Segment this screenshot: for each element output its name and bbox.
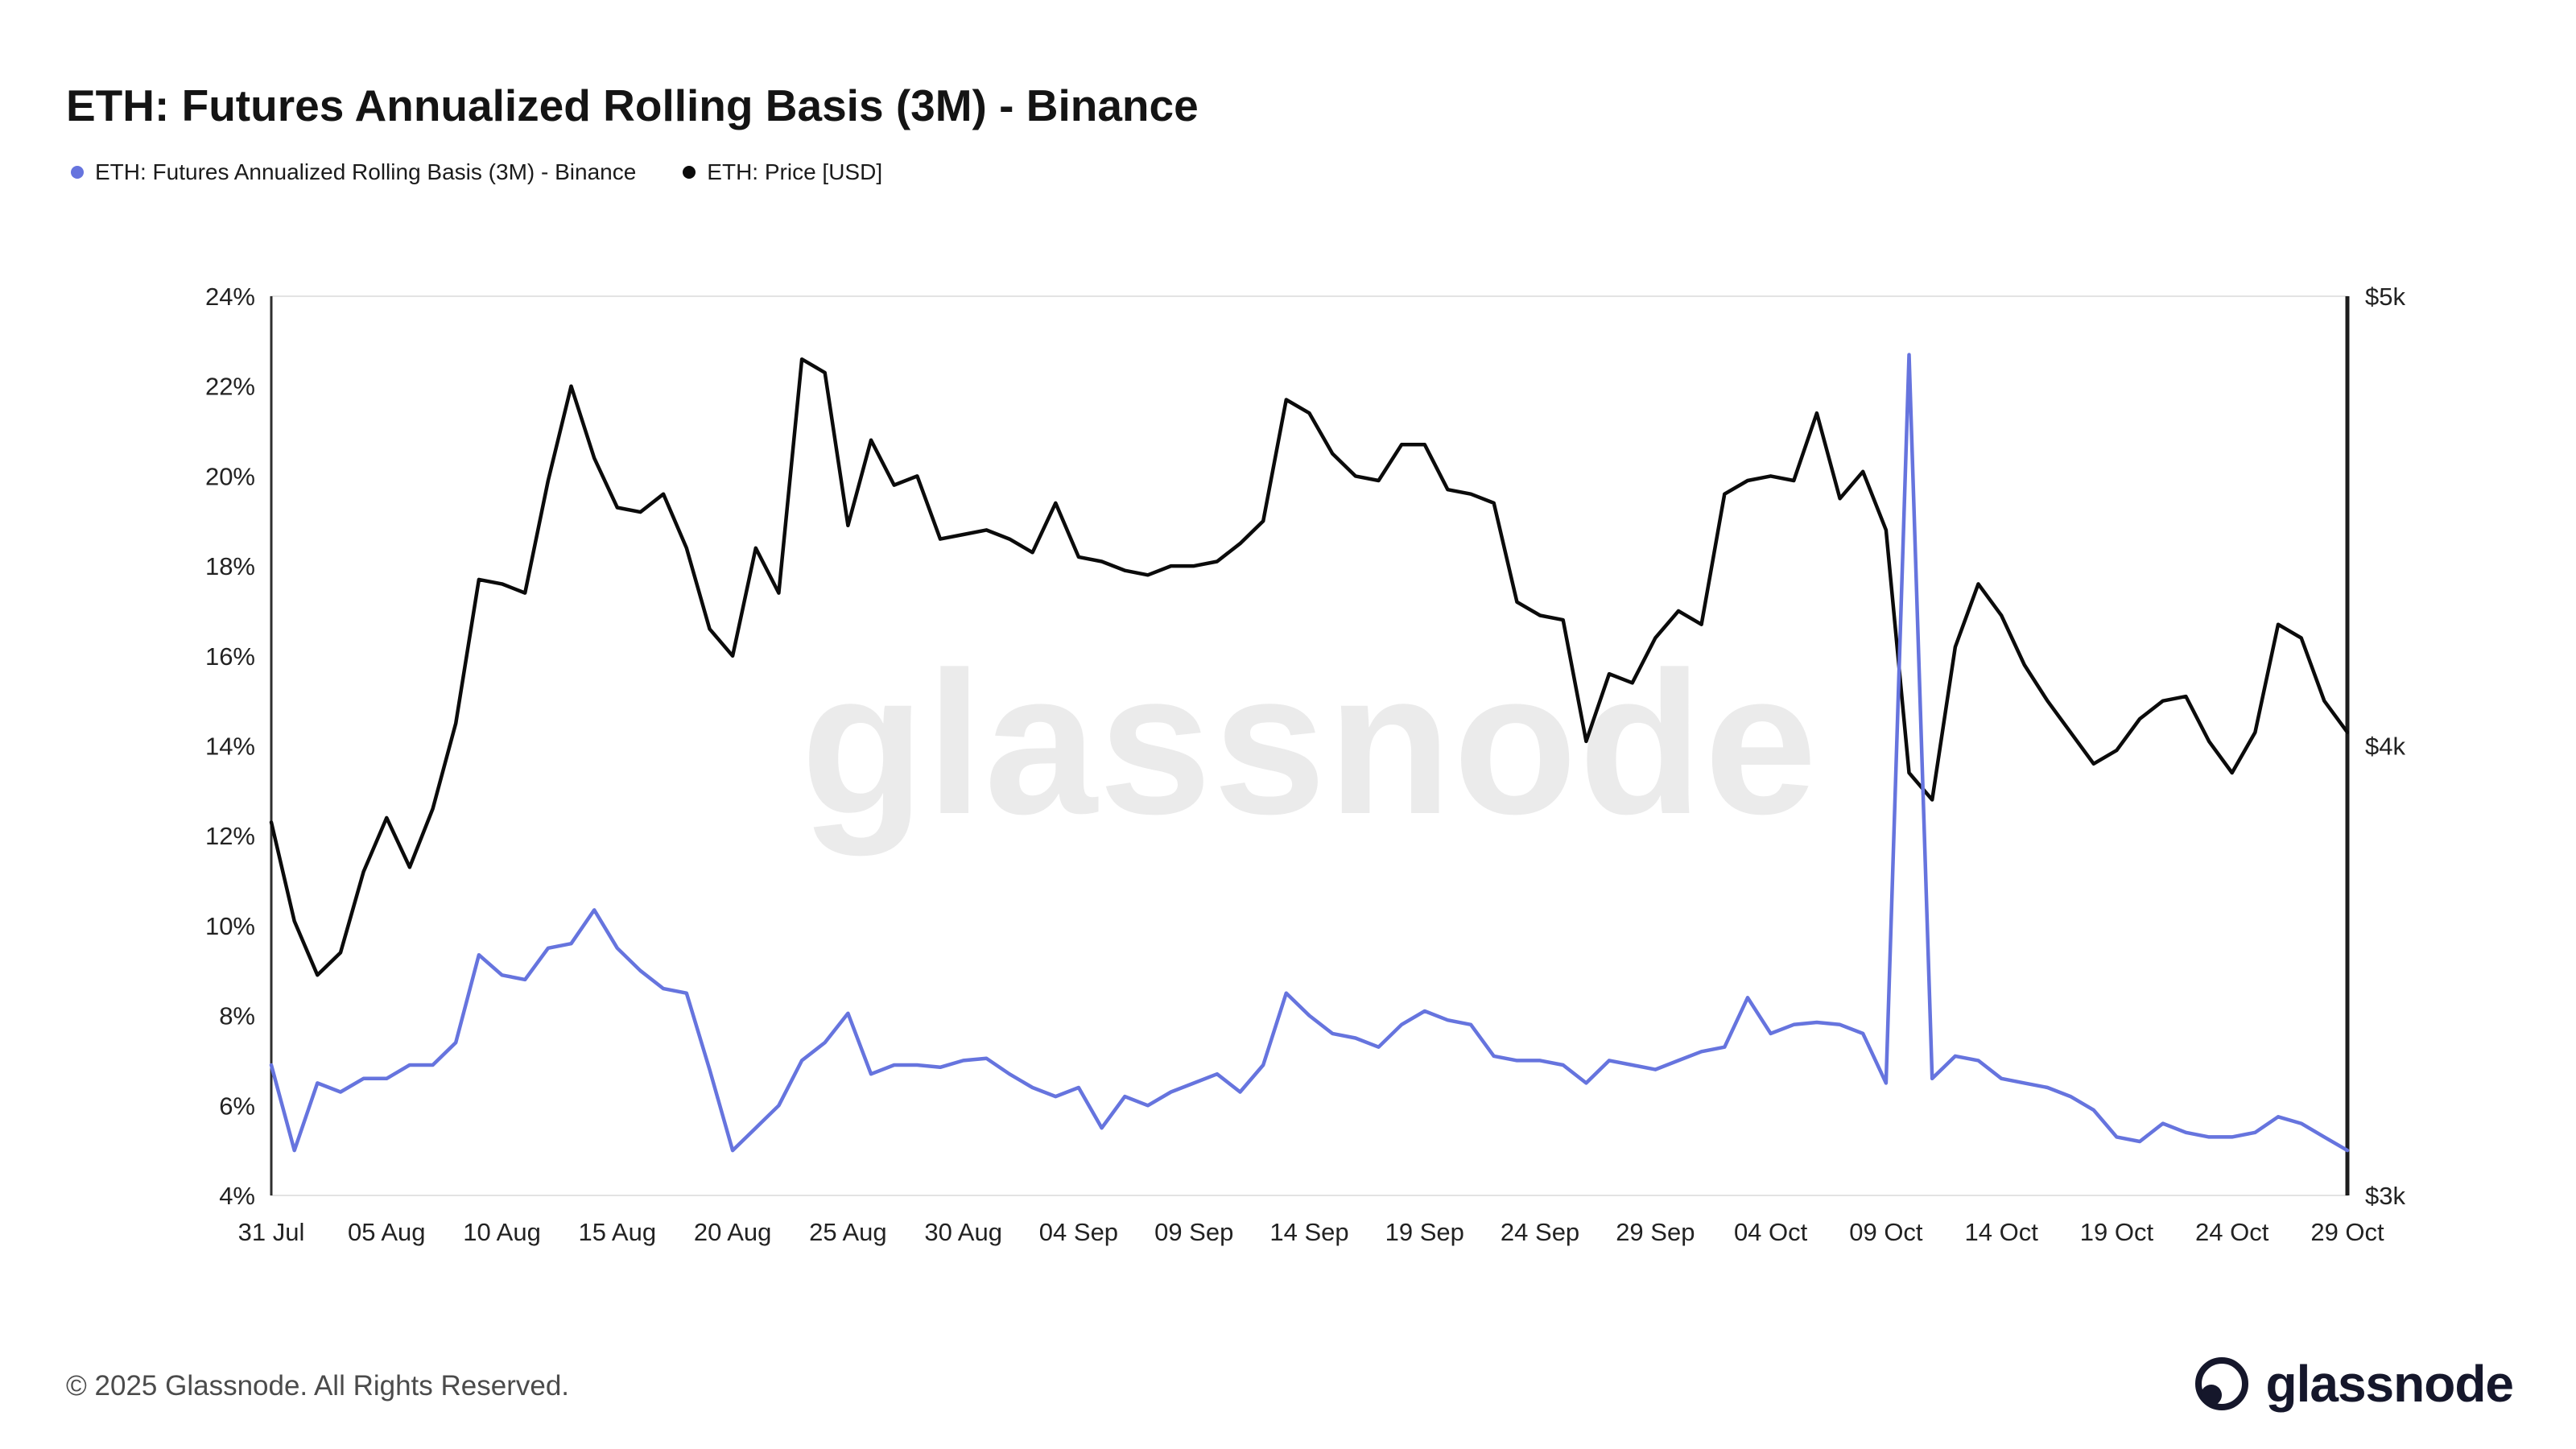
legend-item-basis[interactable]: ETH: Futures Annualized Rolling Basis (3…	[71, 159, 636, 185]
svg-text:$5k: $5k	[2365, 283, 2405, 311]
series-line-basis	[269, 353, 2350, 1153]
svg-text:20%: 20%	[205, 462, 255, 490]
legend: ETH: Futures Annualized Rolling Basis (3…	[71, 159, 882, 185]
svg-text:05 Aug: 05 Aug	[348, 1218, 426, 1246]
left-axis-labels: 4% 6% 8% 10% 12% 14% 16% 18% 20% 22% 24%	[205, 283, 255, 1210]
copyright-text: © 2025 Glassnode. All Rights Reserved.	[66, 1370, 570, 1402]
legend-label-basis: ETH: Futures Annualized Rolling Basis (3…	[95, 159, 637, 184]
glassnode-logo-text: glassnode	[2265, 1355, 2514, 1413]
glassnode-logo[interactable]: glassnode	[2193, 1354, 2514, 1414]
svg-text:04 Sep: 04 Sep	[1039, 1218, 1118, 1246]
svg-text:09 Oct: 09 Oct	[1849, 1218, 1923, 1246]
svg-text:18%: 18%	[205, 552, 255, 580]
svg-text:15 Aug: 15 Aug	[579, 1218, 657, 1246]
svg-text:24 Sep: 24 Sep	[1501, 1218, 1579, 1246]
svg-text:19 Oct: 19 Oct	[2080, 1218, 2154, 1246]
legend-item-price[interactable]: ETH: Price [USD]	[683, 159, 882, 185]
svg-text:16%: 16%	[205, 642, 255, 671]
svg-text:$4k: $4k	[2365, 733, 2405, 761]
svg-text:14%: 14%	[205, 733, 255, 761]
svg-text:04 Oct: 04 Oct	[1734, 1218, 1808, 1246]
svg-text:29 Oct: 29 Oct	[2310, 1218, 2384, 1246]
legend-dot-price-icon	[683, 166, 696, 179]
glassnode-watermark: glassnode	[800, 630, 1819, 857]
x-axis-labels: 31 Jul 05 Aug 10 Aug 15 Aug 20 Aug 25 Aug 30 A…	[238, 1218, 2384, 1246]
svg-text:09 Sep: 09 Sep	[1154, 1218, 1233, 1246]
svg-text:25 Aug: 25 Aug	[809, 1218, 887, 1246]
svg-text:24 Oct: 24 Oct	[2195, 1218, 2269, 1246]
chart-title: ETH: Futures Annualized Rolling Basis (3…	[66, 80, 1199, 130]
svg-text:10 Aug: 10 Aug	[463, 1218, 541, 1246]
glassnode-logo-icon	[2195, 1357, 2249, 1410]
svg-text:4%: 4%	[219, 1182, 255, 1210]
svg-text:12%: 12%	[205, 822, 255, 850]
svg-text:30 Aug: 30 Aug	[924, 1218, 1002, 1246]
svg-text:10%: 10%	[205, 912, 255, 940]
series-line-price	[269, 357, 2350, 977]
svg-text:6%: 6%	[219, 1092, 255, 1120]
svg-text:$3k: $3k	[2365, 1182, 2405, 1210]
svg-text:22%: 22%	[205, 373, 255, 401]
plot-border	[270, 295, 2348, 1196]
right-axis-labels: $3k $4k $5k	[2365, 283, 2405, 1210]
legend-label-price: ETH: Price [USD]	[707, 159, 883, 184]
svg-text:19 Sep: 19 Sep	[1385, 1218, 1464, 1246]
svg-text:8%: 8%	[219, 1002, 255, 1030]
svg-text:29 Sep: 29 Sep	[1616, 1218, 1695, 1246]
svg-text:14 Sep: 14 Sep	[1269, 1218, 1348, 1246]
svg-text:14 Oct: 14 Oct	[1965, 1218, 2039, 1246]
svg-text:31 Jul: 31 Jul	[238, 1218, 305, 1246]
svg-text:20 Aug: 20 Aug	[694, 1218, 772, 1246]
legend-dot-basis-icon	[71, 166, 84, 179]
svg-text:24%: 24%	[205, 283, 255, 311]
